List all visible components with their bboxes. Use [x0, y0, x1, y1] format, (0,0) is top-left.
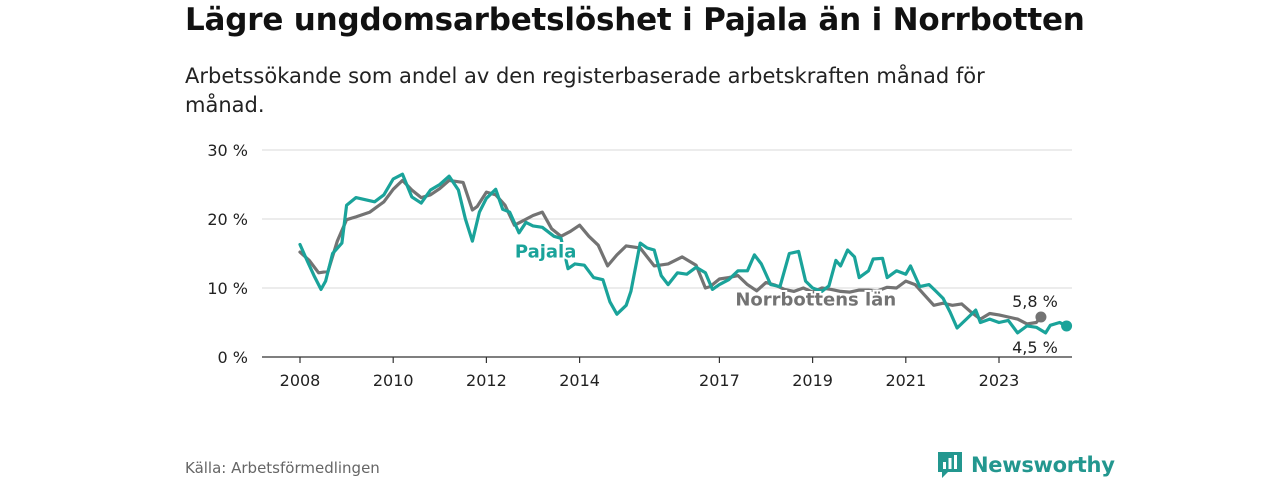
series-line-norrbottens-län	[298, 178, 1043, 326]
end-marker-norrbottens-län	[1035, 311, 1047, 323]
end-value-label: 5,8 %	[1012, 292, 1058, 311]
source-note: Källa: Arbetsförmedlingen	[185, 459, 380, 477]
chart-subtitle: Arbetssökande som andel av den registerb…	[185, 64, 985, 117]
y-tick-label: 20 %	[207, 210, 248, 229]
x-tick-label: 2014	[559, 371, 600, 390]
x-tick-label: 2012	[466, 371, 507, 390]
x-tick-label: 2021	[885, 371, 926, 390]
series-label-norrbottens-län: Norrbottens län	[735, 290, 896, 311]
newsworthy-brand[interactable]: Newsworthy	[936, 448, 1115, 482]
series-label-pajala: Pajala	[515, 241, 577, 262]
end-value-label: 4,5 %	[1012, 338, 1058, 357]
newsworthy-logo-icon	[938, 452, 962, 478]
y-tick-label: 30 %	[207, 141, 248, 160]
x-tick-label: 2019	[792, 371, 833, 390]
brand-name: Newsworthy	[971, 453, 1115, 477]
end-marker-pajala	[1061, 320, 1073, 332]
y-tick-label: 0 %	[218, 348, 248, 367]
x-tick-label: 2017	[699, 371, 740, 390]
x-tick-label: 2008	[280, 371, 321, 390]
chart-title: Lägre ungdomsarbetslöshet i Pajala än i …	[185, 2, 1085, 38]
series-line-pajala	[298, 172, 1069, 335]
y-tick-label: 10 %	[207, 279, 248, 298]
x-tick-label: 2010	[373, 371, 414, 390]
x-tick-label: 2023	[979, 371, 1020, 390]
